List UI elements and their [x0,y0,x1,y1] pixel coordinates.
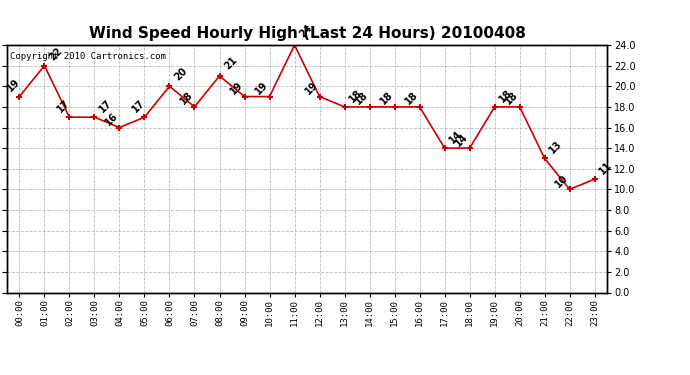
Title: Wind Speed Hourly High (Last 24 Hours) 20100408: Wind Speed Hourly High (Last 24 Hours) 2… [88,26,526,41]
Text: 16: 16 [103,111,119,128]
Text: 19: 19 [303,80,319,97]
Text: 17: 17 [97,98,114,114]
Text: 22: 22 [47,46,63,63]
Text: 24: 24 [297,23,314,39]
Text: 18: 18 [178,90,195,107]
Text: 18: 18 [347,87,364,104]
Text: 18: 18 [353,90,370,107]
Text: 21: 21 [222,55,239,72]
Text: 19: 19 [228,80,244,97]
Text: 18: 18 [503,90,520,107]
Text: 18: 18 [497,87,514,104]
Text: 11: 11 [598,160,614,176]
Text: 13: 13 [547,139,564,156]
Text: 19: 19 [6,77,22,94]
Text: 17: 17 [130,98,147,114]
Text: 20: 20 [172,66,189,82]
Text: Copyright 2010 Cartronics.com: Copyright 2010 Cartronics.com [10,53,166,62]
Text: 18: 18 [403,90,420,107]
Text: 14: 14 [453,132,470,148]
Text: 10: 10 [553,173,570,189]
Text: 14: 14 [447,129,464,146]
Text: 17: 17 [55,98,72,114]
Text: 19: 19 [253,80,270,97]
Text: 18: 18 [378,90,395,107]
